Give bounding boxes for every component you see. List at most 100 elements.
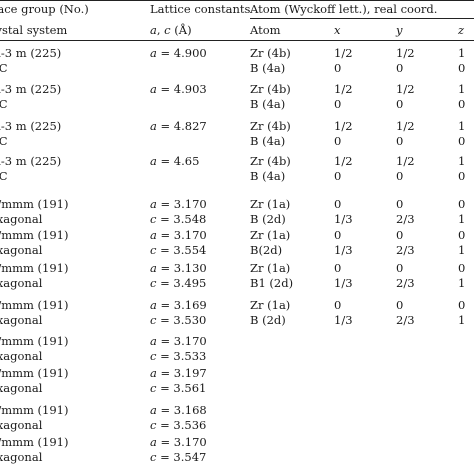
lattice-a-cell: a = 3.168 — [150, 403, 207, 417]
crystal-system-cell: exagonal — [0, 243, 43, 257]
coord-z-cell: 0 — [458, 261, 466, 275]
lattice-c-cell: c = 3.530 — [150, 313, 207, 327]
coord-x-cell: 1/3 — [334, 276, 353, 290]
crystal-system-cell: exagonal — [0, 418, 43, 432]
lattice-a-cell: a = 3.169 — [150, 298, 207, 312]
table-top-rule — [0, 0, 474, 1]
coord-z-cell: 1 — [458, 46, 466, 60]
space-group-cell: m-3 m (225) — [0, 119, 62, 133]
coord-x-cell: 0 — [334, 298, 342, 312]
coord-y-cell: 0 — [396, 169, 404, 183]
coord-y-cell: 1/2 — [396, 46, 415, 60]
coord-y-cell: 0 — [396, 97, 404, 111]
crystal-system-cell: exagonal — [0, 313, 43, 327]
lattice-c-cell: c = 3.536 — [150, 418, 207, 432]
coord-y-cell: 2/3 — [396, 276, 415, 290]
atom-name-cell: Zr (1a) — [250, 228, 291, 242]
atom-name-cell: B (4a) — [250, 97, 286, 111]
coord-y-cell: 1/2 — [396, 119, 415, 133]
lattice-c-cell: c = 3.548 — [150, 212, 207, 226]
coord-x-cell: 1/2 — [334, 154, 353, 168]
atom-name-cell: B (2d) — [250, 212, 286, 226]
header-span-rule — [250, 18, 474, 19]
coord-y-cell: 0 — [396, 298, 404, 312]
coord-x-cell: 1/2 — [334, 119, 353, 133]
atom-name-cell: Zr (4b) — [250, 154, 291, 168]
header-space-group: pace group (No.) — [0, 2, 89, 16]
atom-name-cell: B1 (2d) — [250, 276, 294, 290]
coord-y-cell: 0 — [396, 61, 404, 75]
lattice-a-cell: a = 4.903 — [150, 82, 207, 96]
atom-name-cell: B (4a) — [250, 134, 286, 148]
lattice-c-cell: c = 3.561 — [150, 381, 207, 395]
atom-name-cell: B(2d) — [250, 243, 283, 257]
space-group-cell: m-3 m (225) — [0, 82, 62, 96]
coord-z-cell: 1 — [458, 82, 466, 96]
coord-y-cell: 0 — [396, 197, 404, 211]
space-group-cell: 6/mmm (191) — [0, 261, 69, 275]
coord-y-cell: 0 — [396, 134, 404, 148]
coord-y-cell: 0 — [396, 261, 404, 275]
coord-z-cell: 1 — [458, 243, 466, 257]
coord-x-cell: 1/2 — [334, 46, 353, 60]
space-group-cell: 6/mmm (191) — [0, 403, 69, 417]
header-atom: Atom — [250, 23, 281, 37]
crystal-system-cell: CC — [0, 134, 8, 148]
coord-x-cell: 0 — [334, 97, 342, 111]
lattice-a-cell: a = 4.65 — [150, 154, 200, 168]
coord-z-cell: 0 — [458, 134, 466, 148]
lattice-c-cell: c = 3.547 — [150, 450, 207, 464]
lattice-a-cell: a = 3.170 — [150, 435, 207, 449]
coord-z-cell: 0 — [458, 97, 466, 111]
atom-name-cell: B (4a) — [250, 169, 286, 183]
lattice-a-cell: a = 3.130 — [150, 261, 207, 275]
space-group-cell: 6/mmm (191) — [0, 298, 69, 312]
header-y: y — [396, 23, 403, 37]
lattice-c-cell: c = 3.554 — [150, 243, 207, 257]
header-lattice-constants: Lattice constants — [150, 2, 251, 16]
coord-z-cell: 0 — [458, 169, 466, 183]
coord-x-cell: 1/3 — [334, 243, 353, 257]
crystal-system-cell: exagonal — [0, 276, 43, 290]
atom-name-cell: B (2d) — [250, 313, 286, 327]
space-group-cell: 6/mmm (191) — [0, 228, 69, 242]
coord-z-cell: 1 — [458, 276, 466, 290]
coord-y-cell: 2/3 — [396, 243, 415, 257]
coord-x-cell: 0 — [334, 134, 342, 148]
space-group-cell: 6/mmm (191) — [0, 435, 69, 449]
space-group-cell: m-3 m (225) — [0, 154, 62, 168]
lattice-a-cell: a = 3.197 — [150, 366, 207, 380]
crystal-system-cell: exagonal — [0, 450, 43, 464]
coord-x-cell: 1/2 — [334, 82, 353, 96]
atom-name-cell: Zr (1a) — [250, 261, 291, 275]
lattice-c-cell: c = 3.495 — [150, 276, 207, 290]
coord-z-cell: 1 — [458, 313, 466, 327]
coord-y-cell: 1/2 — [396, 154, 415, 168]
header-crystal-system: rystal system — [0, 23, 68, 37]
header-bottom-rule — [0, 40, 474, 41]
coord-x-cell: 0 — [334, 261, 342, 275]
header-x: x — [334, 23, 341, 37]
lattice-c-cell: c = 3.533 — [150, 349, 207, 363]
coord-z-cell: 0 — [458, 298, 466, 312]
lattice-a-cell: a = 3.170 — [150, 197, 207, 211]
coord-z-cell: 1 — [458, 154, 466, 168]
atom-name-cell: Zr (1a) — [250, 298, 291, 312]
coord-y-cell: 2/3 — [396, 313, 415, 327]
space-group-cell: 6/mmm (191) — [0, 197, 69, 211]
header-atom-title: Atom (Wyckoff lett.), real coord. — [250, 2, 438, 16]
atom-name-cell: Zr (4b) — [250, 119, 291, 133]
crystal-system-cell: exagonal — [0, 381, 43, 395]
coord-z-cell: 0 — [458, 197, 466, 211]
coord-z-cell: 1 — [458, 212, 466, 226]
crystal-system-cell: CC — [0, 169, 8, 183]
crystal-system-cell: exagonal — [0, 212, 43, 226]
crystal-system-cell: CC — [0, 61, 8, 75]
atom-name-cell: Zr (4b) — [250, 82, 291, 96]
space-group-cell: m-3 m (225) — [0, 46, 62, 60]
space-group-cell: 6/mmm (191) — [0, 366, 69, 380]
lattice-a-cell: a = 3.170 — [150, 228, 207, 242]
lattice-a-cell: a = 4.900 — [150, 46, 207, 60]
coord-z-cell: 0 — [458, 61, 466, 75]
